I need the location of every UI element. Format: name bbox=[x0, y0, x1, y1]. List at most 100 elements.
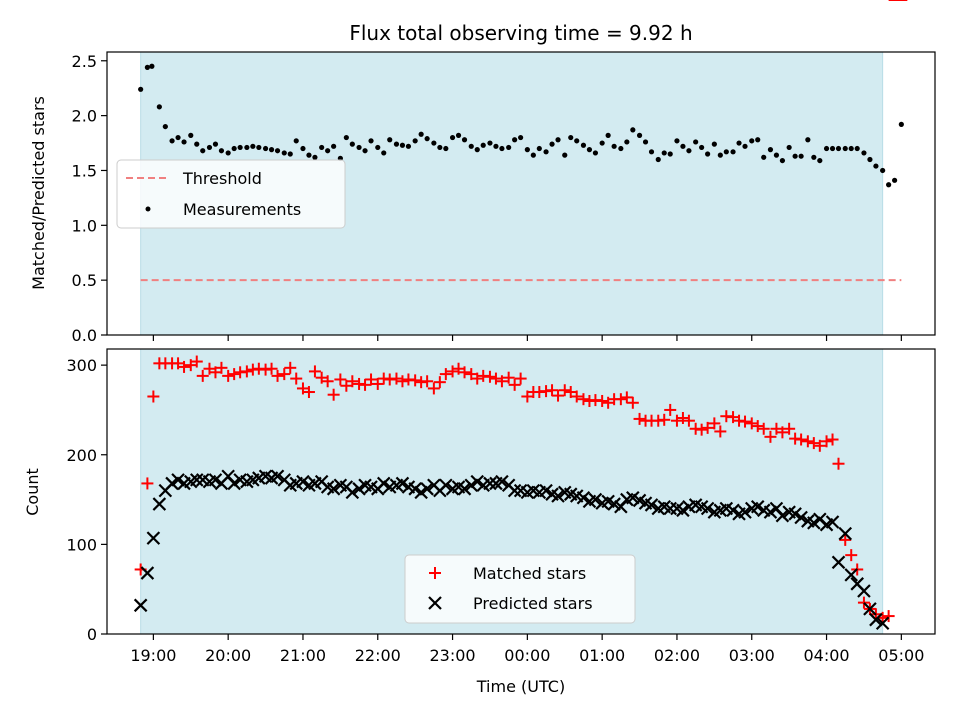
y-tick-label: 1.5 bbox=[72, 161, 97, 180]
y-tick-label: 100 bbox=[66, 535, 97, 554]
x-tick-label: 02:00 bbox=[654, 646, 700, 665]
measurement-point bbox=[587, 147, 592, 152]
measurement-point bbox=[431, 140, 436, 145]
measurement-point bbox=[244, 145, 249, 150]
measurement-point bbox=[606, 133, 611, 138]
measurement-point bbox=[157, 104, 162, 109]
measurement-point bbox=[375, 145, 380, 150]
measurement-point bbox=[724, 149, 729, 154]
measurement-point bbox=[668, 151, 673, 156]
measurement-point bbox=[568, 135, 573, 140]
x-axis-label: Time (UTC) bbox=[476, 677, 565, 696]
measurement-point bbox=[674, 138, 679, 143]
measurement-point bbox=[425, 136, 430, 141]
measurement-point bbox=[456, 133, 461, 138]
measurement-point bbox=[145, 65, 150, 70]
measurement-point bbox=[649, 149, 654, 154]
measurement-point bbox=[886, 182, 891, 187]
measurement-point bbox=[855, 146, 860, 151]
measurement-point bbox=[443, 146, 448, 151]
measurement-point bbox=[493, 144, 498, 149]
measurement-point bbox=[487, 140, 492, 145]
measurement-point bbox=[880, 168, 885, 173]
measurement-point bbox=[226, 150, 231, 155]
measurement-point bbox=[306, 153, 311, 158]
measurement-point bbox=[200, 148, 205, 153]
measurement-point bbox=[705, 151, 710, 156]
measurement-point bbox=[238, 145, 243, 150]
measurement-point bbox=[169, 138, 174, 143]
measurement-point bbox=[742, 144, 747, 149]
top-panel: 0.0 0.5 1.0 1.5 2.0 2.5 Matched/Predicted sta… bbox=[29, 52, 935, 345]
measurement-point bbox=[817, 158, 822, 163]
measurement-point bbox=[537, 146, 542, 151]
measurement-point bbox=[194, 142, 199, 147]
x-tick-label: 21:00 bbox=[280, 646, 326, 665]
measurement-point bbox=[188, 133, 193, 138]
measurement-point bbox=[543, 149, 548, 154]
measurement-point bbox=[768, 147, 773, 152]
measurement-point bbox=[256, 145, 261, 150]
measurement-point bbox=[712, 142, 717, 147]
measurement-point bbox=[413, 138, 418, 143]
measurement-point bbox=[356, 145, 361, 150]
measurement-point bbox=[506, 145, 511, 150]
measurement-point bbox=[662, 150, 667, 155]
measurement-point bbox=[899, 122, 904, 127]
measurement-point bbox=[138, 87, 143, 92]
measurement-point bbox=[637, 133, 642, 138]
measurement-point bbox=[643, 139, 648, 144]
measurement-point bbox=[624, 139, 629, 144]
measurement-point bbox=[830, 146, 835, 151]
measurement-point bbox=[213, 142, 218, 147]
measurement-point bbox=[232, 146, 237, 151]
measurement-point bbox=[761, 155, 766, 160]
measurement-point bbox=[219, 148, 224, 153]
measurement-point bbox=[531, 153, 536, 158]
x-tick-label: 05:00 bbox=[878, 646, 924, 665]
measurement-point bbox=[736, 140, 741, 145]
measurement-point bbox=[175, 135, 180, 140]
measurement-point bbox=[462, 137, 467, 142]
top-y-axis-label: Matched/Predicted stars bbox=[29, 96, 48, 290]
measurement-point bbox=[562, 153, 567, 158]
measurement-point bbox=[207, 145, 212, 150]
figure: Flux total observing time = 9.92 h 0.00.… bbox=[0, 0, 960, 720]
predicted-stars-legend-label: Predicted stars bbox=[473, 594, 593, 613]
y-tick-label: 1.0 bbox=[72, 216, 97, 235]
measurement-point bbox=[755, 137, 760, 142]
y-tick-label: 0 bbox=[87, 625, 97, 644]
measurement-point bbox=[269, 147, 274, 152]
measurement-point bbox=[805, 137, 810, 142]
measurement-point bbox=[181, 139, 186, 144]
bottom-y-axis-label: Count bbox=[23, 468, 42, 516]
measurement-point bbox=[774, 153, 779, 158]
measurement-point bbox=[250, 144, 255, 149]
measurement-point bbox=[149, 64, 154, 69]
measurement-point bbox=[325, 148, 330, 153]
y-tick-label: 0.0 bbox=[72, 326, 97, 345]
measurement-point bbox=[824, 146, 829, 151]
measurement-point bbox=[319, 145, 324, 150]
measurement-point bbox=[387, 137, 392, 142]
measurement-point bbox=[836, 146, 841, 151]
measurement-point bbox=[394, 142, 399, 147]
measurement-point bbox=[630, 127, 635, 132]
chart-title: Flux total observing time = 9.92 h bbox=[349, 21, 692, 45]
measurement-point bbox=[618, 146, 623, 151]
measurement-point bbox=[282, 150, 287, 155]
measurement-point bbox=[549, 142, 554, 147]
measurement-point bbox=[574, 138, 579, 143]
measurement-point bbox=[843, 146, 848, 151]
measurement-point bbox=[512, 137, 517, 142]
measurement-point bbox=[419, 132, 424, 137]
measurement-point bbox=[699, 145, 704, 150]
x-tick-label: 20:00 bbox=[205, 646, 251, 665]
measurement-point bbox=[730, 149, 735, 154]
measurement-point bbox=[849, 146, 854, 151]
measurement-point bbox=[469, 144, 474, 149]
measurement-point bbox=[368, 138, 373, 143]
measurement-point bbox=[450, 135, 455, 140]
y-tick-label: 300 bbox=[66, 356, 97, 375]
measurement-point bbox=[312, 155, 317, 160]
